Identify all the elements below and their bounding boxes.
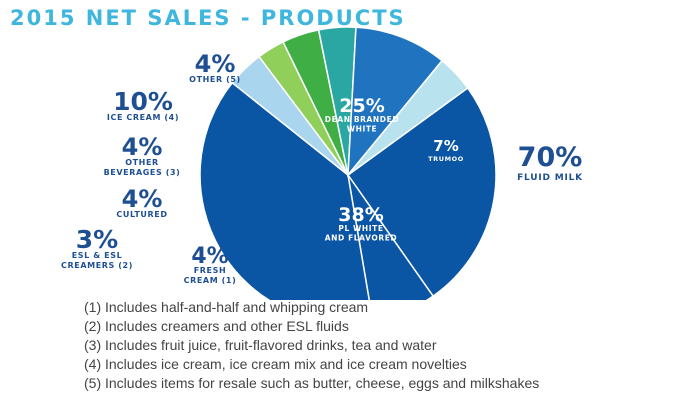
slice-percent-6: 4% (122, 133, 163, 161)
slice-label-1: 7%TRUMOO (428, 137, 464, 163)
slice-name-4-line-1: CREAMERS (2) (61, 261, 133, 270)
slice-percent-7: 10% (113, 87, 173, 116)
slice-percent-5: 4% (122, 185, 163, 213)
slice-label-7: 10%ICE CREAM (4) (107, 87, 179, 122)
slice-name-6-line-1: BEVERAGES (3) (104, 168, 181, 177)
slice-name-5-line-0: CULTURED (116, 210, 167, 219)
footnote-1: (1) Includes half-and-half and whipping … (84, 299, 369, 315)
slice-name-1-line-0: TRUMOO (428, 155, 464, 163)
slice-name-6-line-0: OTHER (125, 158, 159, 167)
slice-name-0-line-1: WHITE (347, 125, 378, 134)
slice-percent-3: 4% (191, 244, 228, 269)
group-label-fluid-milk: 70%FLUID MILK (517, 142, 583, 183)
footnote-2: (2) Includes creamers and other ESL flui… (84, 318, 349, 334)
slice-name-2-line-0: PL WHITE (338, 224, 383, 233)
slice-name-3-line-0: FRESH (194, 266, 227, 275)
slice-percent-2: 38% (338, 204, 383, 226)
footnote-3: (3) Includes fruit juice, fruit-flavored… (84, 337, 437, 353)
chart-title: 2015 NET SALES - PRODUCTS (10, 6, 406, 30)
footnotes: (1) Includes half-and-half and whipping … (84, 298, 539, 393)
group-name: FLUID MILK (517, 173, 583, 183)
slice-name-7-line-0: ICE CREAM (4) (107, 113, 179, 122)
slice-name-3-line-1: CREAM (1) (184, 276, 237, 285)
pie-slice-8 (347, 59, 469, 176)
pie-slice-2 (199, 81, 370, 300)
pie-slice-0 (346, 86, 497, 298)
slice-percent-1: 7% (433, 137, 458, 155)
footnote-4: (4) Includes ice cream, ice cream mix an… (84, 356, 467, 372)
slice-label-5: 4%CULTURED (116, 185, 167, 219)
slice-name-8-line-0: OTHER (5) (189, 75, 241, 84)
group-percent: 70% (518, 142, 583, 173)
footnote-5: (5) Includes items for resale such as bu… (84, 375, 540, 391)
pie-slice-7 (347, 26, 444, 178)
slice-name-4-line-0: ESL & ESL (72, 251, 123, 260)
slice-percent-4: 3% (76, 225, 118, 254)
slice-percent-8: 4% (195, 50, 236, 78)
slice-label-8: 4%OTHER (5) (189, 50, 241, 84)
slice-percent-0: 25% (339, 95, 384, 117)
pie-slice-1 (347, 174, 435, 300)
slice-name-2-line-1: AND FLAVORED (325, 234, 398, 243)
slice-name-0-line-0: DEAN BRANDED (325, 115, 399, 124)
